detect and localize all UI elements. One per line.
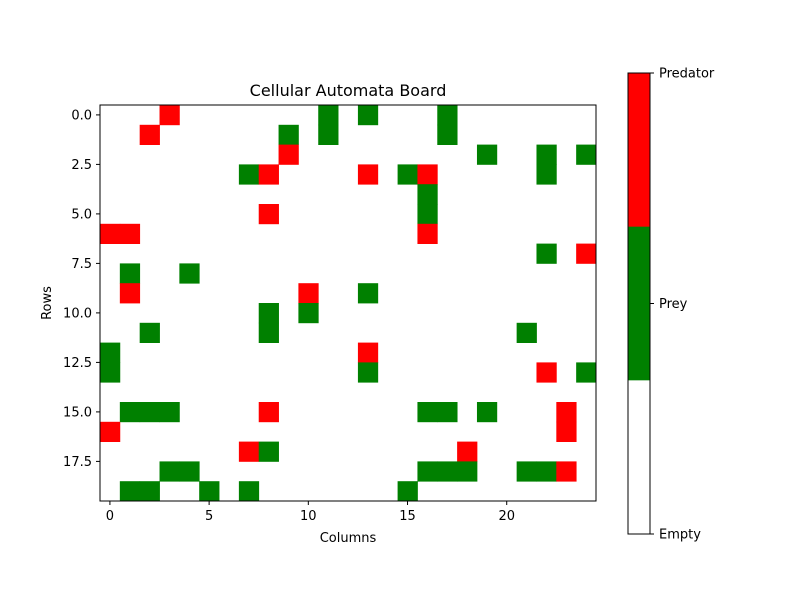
colorbar: Predator Prey Empty xyxy=(627,67,715,543)
predator-cell xyxy=(576,243,597,264)
prey-cell xyxy=(536,243,557,264)
predator-cell xyxy=(556,402,577,423)
prey-cell xyxy=(159,402,180,423)
colorbar-segment-empty xyxy=(628,380,650,535)
y-tick-label: 7.5 xyxy=(71,257,92,272)
plot-frame xyxy=(99,104,597,502)
prey-cell xyxy=(179,263,200,284)
prey-cell xyxy=(298,303,319,324)
y-axis-ticks: 0.0 2.5 5.0 7.5 10.0 12.5 15.0 17.5 xyxy=(63,108,100,470)
y-axis-label: Rows xyxy=(40,286,55,320)
predator-cell xyxy=(119,223,141,244)
prey-cell xyxy=(139,402,160,423)
prey-cell xyxy=(476,144,498,165)
y-tick-label: 12.5 xyxy=(63,356,92,371)
predator-cell xyxy=(258,402,279,423)
prey-cell xyxy=(357,362,379,383)
prey-cell xyxy=(536,461,557,482)
prey-cell xyxy=(258,441,279,462)
prey-cell xyxy=(258,322,279,343)
prey-cell xyxy=(417,204,438,225)
y-tick-label: 10.0 xyxy=(63,306,92,321)
prey-cell xyxy=(397,164,418,185)
predator-cell xyxy=(100,421,121,442)
predator-cell xyxy=(278,144,299,165)
prey-cell xyxy=(536,144,557,165)
prey-cell xyxy=(417,184,438,205)
prey-cell xyxy=(417,402,438,423)
colorbar-label: Empty xyxy=(659,528,701,543)
prey-cell xyxy=(278,124,299,145)
prey-cell xyxy=(437,402,458,423)
predator-cell xyxy=(238,441,260,462)
prey-cell xyxy=(357,283,379,304)
prey-cell xyxy=(318,105,339,126)
prey-cell xyxy=(100,362,121,383)
y-tick-label: 5.0 xyxy=(71,207,92,222)
predator-cell xyxy=(417,164,438,185)
board-cells xyxy=(100,105,597,502)
prey-cell xyxy=(536,164,557,185)
prey-cell xyxy=(119,263,141,284)
prey-cell xyxy=(100,342,121,363)
prey-cell xyxy=(159,461,180,482)
predator-cell xyxy=(417,223,438,244)
y-tick-label: 0.0 xyxy=(71,108,92,123)
prey-cell xyxy=(516,461,537,482)
y-tick-label: 15.0 xyxy=(63,405,92,420)
prey-cell xyxy=(476,402,498,423)
colorbar-segment-predator xyxy=(628,73,650,228)
predator-cell xyxy=(536,362,557,383)
colorbar-segment-prey xyxy=(628,226,650,381)
x-axis-label: Columns xyxy=(320,531,377,546)
predator-cell xyxy=(298,283,319,304)
colorbar-label: Prey xyxy=(659,297,688,312)
predator-cell xyxy=(139,124,160,145)
prey-cell xyxy=(139,481,160,502)
x-tick-label: 10 xyxy=(300,509,317,524)
prey-cell xyxy=(119,481,141,502)
predator-cell xyxy=(258,164,279,185)
y-tick-label: 17.5 xyxy=(63,455,92,470)
prey-cell xyxy=(397,481,418,502)
predator-cell xyxy=(258,204,279,225)
prey-cell xyxy=(199,481,220,502)
prey-cell xyxy=(576,144,597,165)
prey-cell xyxy=(417,461,438,482)
prey-cell xyxy=(179,461,200,482)
prey-cell xyxy=(238,164,260,185)
predator-cell xyxy=(556,461,577,482)
prey-cell xyxy=(357,105,379,126)
chart-title: Cellular Automata Board xyxy=(250,81,447,100)
predator-cell xyxy=(119,283,141,304)
predator-cell xyxy=(159,105,180,126)
x-tick-label: 0 xyxy=(106,509,114,524)
predator-cell xyxy=(457,441,478,462)
prey-cell xyxy=(437,461,458,482)
x-axis-ticks: 0 5 10 15 20 xyxy=(106,501,515,524)
prey-cell xyxy=(576,362,597,383)
predator-cell xyxy=(100,223,121,244)
predator-cell xyxy=(556,421,577,442)
prey-cell xyxy=(238,481,260,502)
prey-cell xyxy=(258,303,279,324)
predator-cell xyxy=(357,342,379,363)
y-tick-label: 2.5 xyxy=(71,158,92,173)
prey-cell xyxy=(318,124,339,145)
prey-cell xyxy=(437,105,458,126)
x-tick-label: 20 xyxy=(498,509,515,524)
prey-cell xyxy=(516,322,537,343)
prey-cell xyxy=(139,322,160,343)
predator-cell xyxy=(357,164,379,185)
prey-cell xyxy=(437,124,458,145)
colorbar-label: Predator xyxy=(659,67,715,82)
prey-cell xyxy=(119,402,141,423)
prey-cell xyxy=(457,461,478,482)
x-tick-label: 15 xyxy=(399,509,416,524)
x-tick-label: 5 xyxy=(205,509,213,524)
